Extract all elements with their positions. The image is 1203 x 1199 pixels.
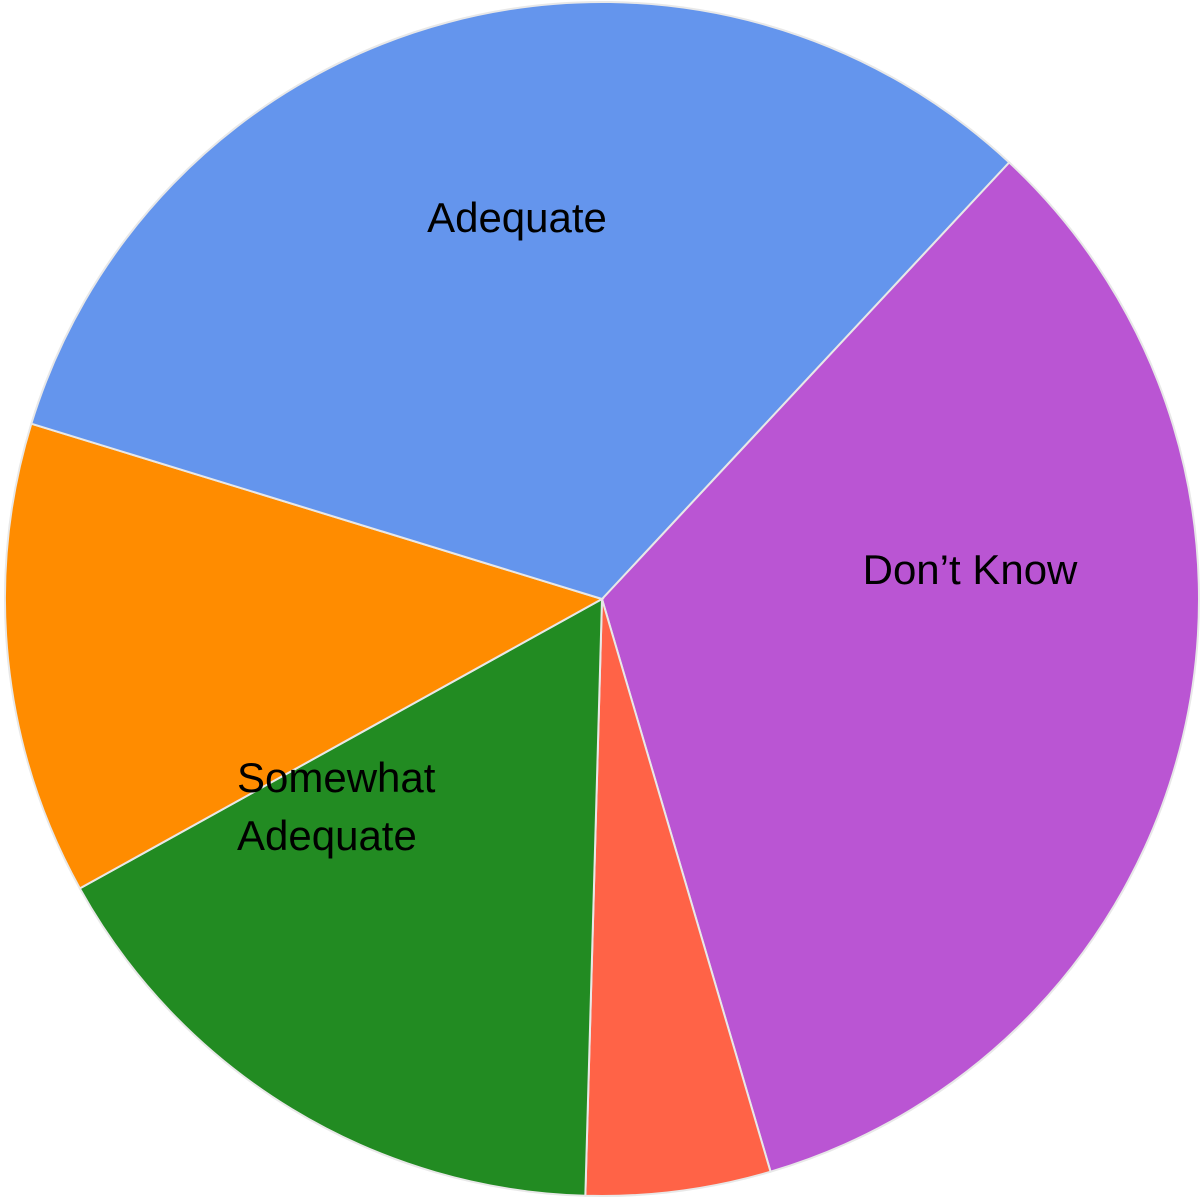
pie-slices (4, 1, 1200, 1197)
pie-slice-somewhat-adequate (30, 1, 1011, 601)
pie-slice-don-t-know (78, 597, 604, 1197)
slice-label-somewhat-adequate-line-1: Somewhat (237, 754, 436, 801)
pie-slice-adequate (600, 160, 1200, 1173)
slice-label-somewhat-adequate: Somewhat Adequate (237, 754, 447, 859)
slice-label-dont-know: Don’t Know (863, 546, 1078, 593)
slice-label-somewhat-adequate-line-2: Adequate (237, 812, 417, 859)
slice-label-adequate: Adequate (427, 194, 607, 241)
pie-slice-unlabeled-3 (4, 422, 605, 890)
pie-slice-unlabeled-1 (584, 598, 772, 1197)
